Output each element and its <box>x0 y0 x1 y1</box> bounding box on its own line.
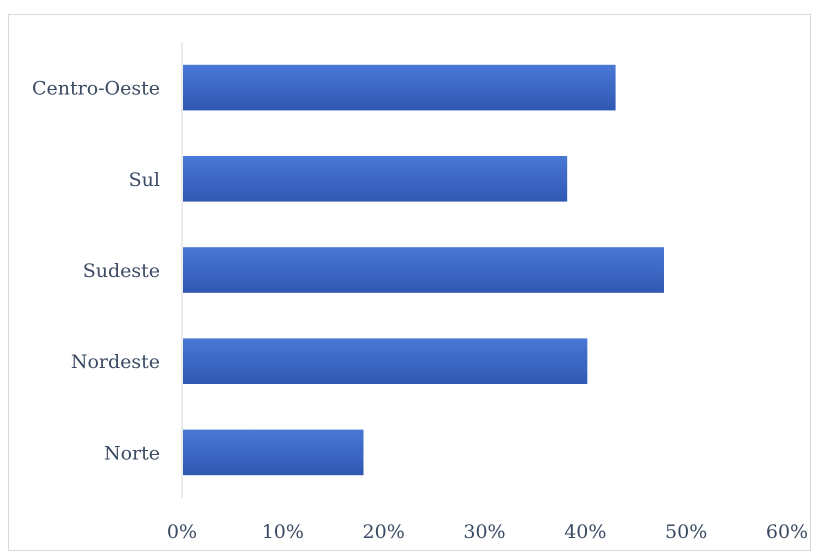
x-tick-label: 40% <box>564 521 606 543</box>
x-tick-label: 0% <box>167 521 197 543</box>
category-labels: Centro-Oeste Sul Sudeste Nordeste Norte <box>32 78 160 465</box>
x-tick-label: 30% <box>463 521 505 543</box>
x-tick-label: 10% <box>262 521 304 543</box>
x-tick-labels: 0% 10% 20% 30% 40% 50% 60% <box>167 521 808 543</box>
bar-nordeste <box>183 338 588 384</box>
bar-sudeste <box>183 247 664 293</box>
bars-group <box>183 64 664 476</box>
bar-sul <box>183 156 568 202</box>
bar-centro-oeste <box>183 64 616 111</box>
category-label-sul: Sul <box>129 169 160 191</box>
category-label-norte: Norte <box>104 442 160 464</box>
x-tick-label: 20% <box>363 521 405 543</box>
bar-norte <box>183 429 364 476</box>
category-label-centro-oeste: Centro-Oeste <box>32 78 160 100</box>
x-tick-label: 60% <box>766 521 808 543</box>
x-tick-label: 50% <box>665 521 707 543</box>
category-label-sudeste: Sudeste <box>83 260 160 282</box>
category-label-nordeste: Nordeste <box>71 351 160 373</box>
